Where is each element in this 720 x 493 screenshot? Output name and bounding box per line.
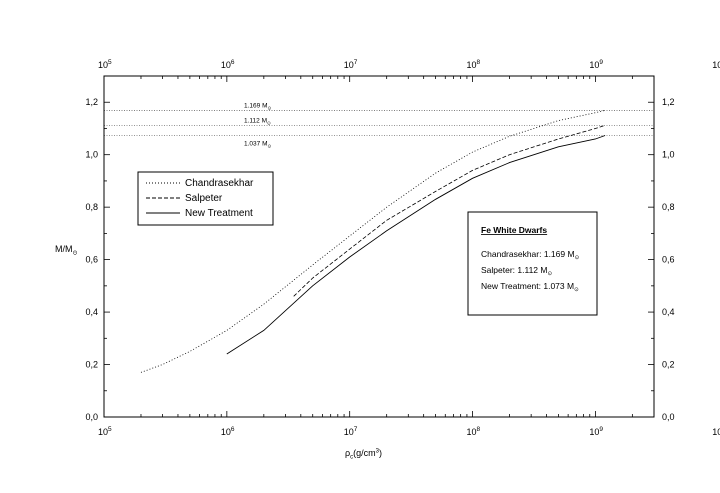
x-tick-label-bottom-2: 107 xyxy=(344,426,358,437)
x-tick-label-base-top-2: 10 xyxy=(344,60,354,70)
x-tick-label-bottom-1: 106 xyxy=(221,426,235,437)
svg-text:ρc(g/cm3): ρc(g/cm3) xyxy=(345,448,382,461)
legend-label-2: New Treatment xyxy=(185,208,253,219)
x-axis-label-end: ) xyxy=(379,448,382,458)
info-box-line-main-1: Salpeter: 1.112 M xyxy=(481,265,547,275)
y-axis-label-main: M/M xyxy=(55,244,73,254)
info-box-line-sub-2: ⊙ xyxy=(574,287,579,293)
series-line-new-treatment xyxy=(226,135,606,355)
reference-lines: 1.169 M⊙1.112 M⊙1.037 M⊙ xyxy=(104,102,654,149)
x-tick-label-exp-top-0: 5 xyxy=(108,59,112,66)
info-box-title: Fe White Dwarfs xyxy=(481,225,547,235)
y-axis-label-sub: ⊙ xyxy=(73,251,78,257)
x-axis-label: ρc(g/cm3) xyxy=(345,448,382,461)
x-tick-label-top-3: 108 xyxy=(467,59,481,70)
y-tick-label-left-6: 1,2 xyxy=(85,97,98,107)
y-tick-label-left-0: 0,0 xyxy=(85,412,98,422)
x-tick-label-exp-bottom-1: 6 xyxy=(231,426,235,433)
legend-box xyxy=(137,171,274,226)
x-tick-label-base-top-1: 10 xyxy=(221,60,231,70)
info-box-line-main-2: New Treatment: 1.073 M xyxy=(481,281,574,291)
info-box-frame xyxy=(467,211,598,316)
reference-label-main-2: 1.037 M xyxy=(244,141,268,148)
reference-label-sub-0: ⊙ xyxy=(268,105,272,110)
x-tick-label-exp-bottom-3: 8 xyxy=(477,426,481,433)
legend-label-0: Chandrasekhar xyxy=(185,178,254,189)
legend-label-1: Salpeter xyxy=(185,193,223,204)
x-tick-label-bottom-3: 108 xyxy=(467,426,481,437)
info-box-line-sub-1: ⊙ xyxy=(547,271,552,277)
x-tick-label-base-bottom-3: 10 xyxy=(467,427,477,437)
reference-label-0: 1.169 M⊙ xyxy=(244,102,272,110)
reference-label-sub-1: ⊙ xyxy=(267,120,271,125)
y-tick-label-left-2: 0,4 xyxy=(85,307,98,317)
y-axis-label: M/M⊙ xyxy=(55,244,78,257)
axis-ticks xyxy=(103,75,655,418)
x-tick-label-base-bottom-1: 10 xyxy=(221,427,231,437)
x-tick-label-base-top-5: 10 xyxy=(712,60,720,70)
x-tick-label-top-4: 109 xyxy=(589,59,603,70)
x-tick-label-exp-top-2: 7 xyxy=(354,59,358,66)
info-box-line-0: Chandrasekhar: 1.169 M⊙ xyxy=(481,249,580,261)
x-tick-label-exp-bottom-4: 9 xyxy=(599,426,603,433)
y-tick-label-left-1: 0,2 xyxy=(85,360,98,370)
x-tick-label-top-1: 106 xyxy=(221,59,235,70)
x-tick-label-exp-top-3: 8 xyxy=(477,59,481,66)
x-tick-label-base-bottom-4: 10 xyxy=(589,427,599,437)
info-box-line-1: Salpeter: 1.112 M⊙ xyxy=(481,265,552,277)
legend: Chandrasekhar Salpeter New Treatment xyxy=(137,171,274,226)
reference-label-1: 1.112 M⊙ xyxy=(244,117,271,125)
y-tick-label-left-3: 0,6 xyxy=(85,255,98,265)
info-box-line-sub-0: ⊙ xyxy=(575,255,580,261)
x-axis-label-sub: c xyxy=(350,455,353,461)
x-tick-label-base-top-0: 10 xyxy=(98,60,108,70)
x-axis-label-sup: 3 xyxy=(376,449,380,455)
reference-label-sub-2: ⊙ xyxy=(268,144,272,149)
plot-frame xyxy=(103,75,655,418)
x-tick-label-exp-bottom-2: 7 xyxy=(354,426,358,433)
x-tick-label-bottom-4: 109 xyxy=(589,426,603,437)
x-tick-label-top-0: 105 xyxy=(98,59,112,70)
x-tick-label-base-top-3: 10 xyxy=(467,60,477,70)
y-tick-label-right-6: 1,2 xyxy=(662,97,675,107)
series-line-chandrasekhar xyxy=(140,110,606,373)
y-tick-label-right-4: 0,8 xyxy=(662,202,675,212)
x-tick-label-exp-bottom-0: 5 xyxy=(108,426,112,433)
info-box-line-2: New Treatment: 1.073 M⊙ xyxy=(481,281,579,293)
x-tick-label-exp-top-4: 9 xyxy=(599,59,603,66)
x-tick-label-base-bottom-5: 10 xyxy=(712,427,720,437)
x-axis-label-rest: (g/cm xyxy=(353,448,376,458)
y-tick-label-right-5: 1,0 xyxy=(662,150,675,160)
x-tick-label-base-bottom-2: 10 xyxy=(344,427,354,437)
y-tick-label-right-0: 0,0 xyxy=(662,412,675,422)
tick-labels: 105105106106107107108108109109101010100,… xyxy=(85,59,720,437)
y-tick-label-right-3: 0,6 xyxy=(662,255,675,265)
x-tick-label-base-bottom-0: 10 xyxy=(98,427,108,437)
x-tick-label-bottom-0: 105 xyxy=(98,426,112,437)
x-tick-label-base-top-4: 10 xyxy=(589,60,599,70)
y-tick-label-right-1: 0,2 xyxy=(662,360,675,370)
svg-text:M/M⊙: M/M⊙ xyxy=(55,244,78,257)
x-tick-label-exp-top-1: 6 xyxy=(231,59,235,66)
info-box-line-main-0: Chandrasekhar: 1.169 M xyxy=(481,249,575,259)
reference-label-main-1: 1.112 M xyxy=(244,117,267,124)
reference-label-main-0: 1.169 M xyxy=(244,102,268,109)
y-tick-label-left-5: 1,0 xyxy=(85,150,98,160)
reference-label-2: 1.037 M⊙ xyxy=(244,141,272,149)
series-line-salpeter xyxy=(293,124,606,297)
x-tick-label-top-2: 107 xyxy=(344,59,358,70)
y-tick-label-right-2: 0,4 xyxy=(662,307,675,317)
x-axis-label-main: ρ xyxy=(345,448,350,458)
series-lines xyxy=(140,110,606,373)
y-tick-label-left-4: 0,8 xyxy=(85,202,98,212)
